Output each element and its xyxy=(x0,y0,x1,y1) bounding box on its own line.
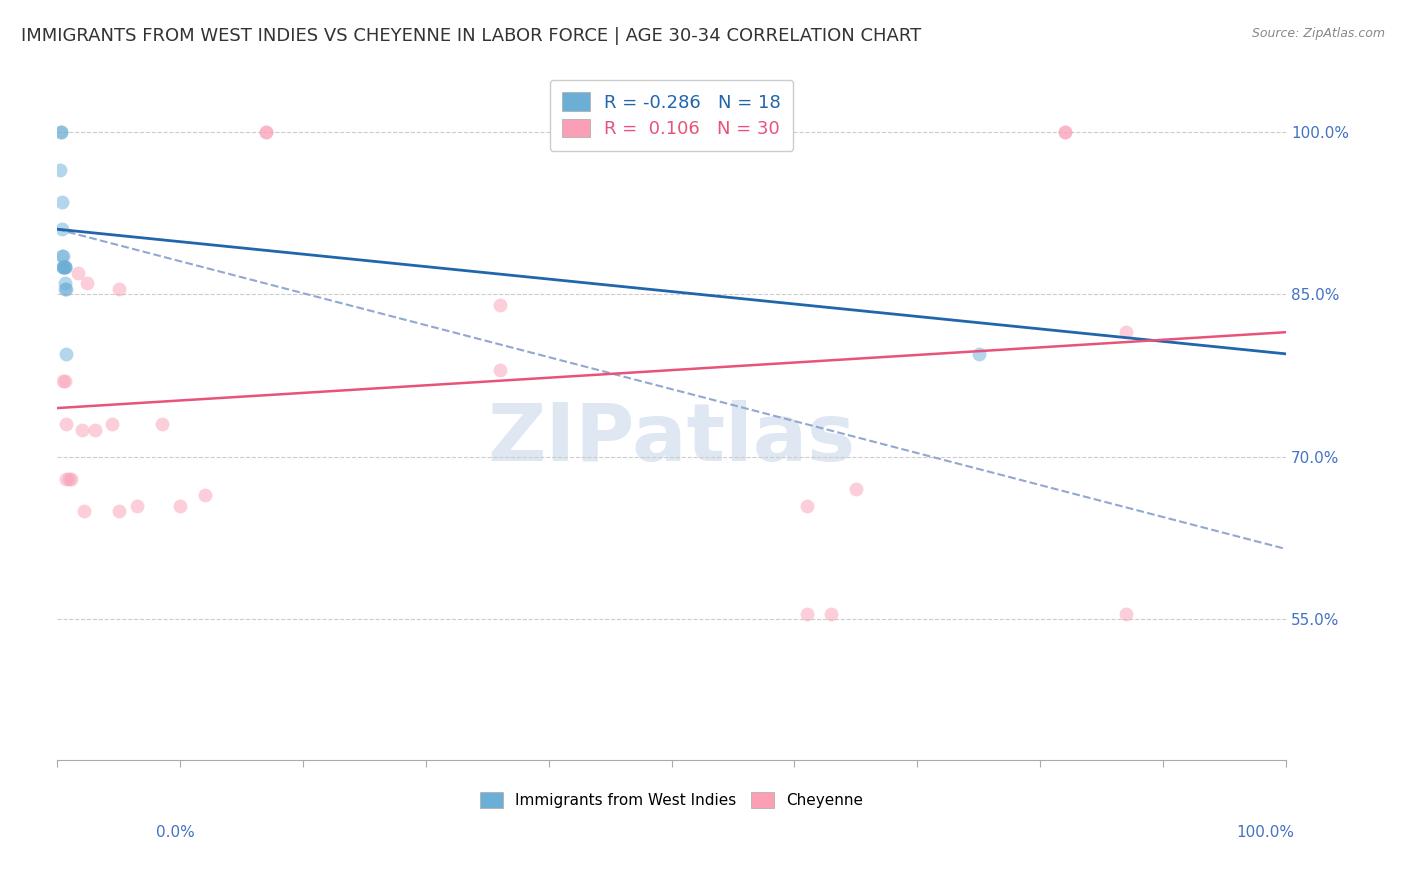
Point xyxy=(53,277,76,291)
Point xyxy=(150,417,173,432)
Point xyxy=(967,347,990,361)
Point xyxy=(53,260,76,274)
Point xyxy=(52,260,75,274)
Point xyxy=(1115,325,1137,339)
Point xyxy=(107,282,129,296)
Point xyxy=(1115,607,1137,621)
Point xyxy=(820,607,842,621)
Point xyxy=(107,504,129,518)
Point xyxy=(1053,125,1076,139)
Point xyxy=(796,607,818,621)
Point xyxy=(49,125,72,139)
Point xyxy=(53,374,76,388)
Point xyxy=(53,282,76,296)
Point xyxy=(101,417,124,432)
Point xyxy=(488,363,510,377)
Point xyxy=(51,249,73,263)
Point xyxy=(1053,125,1076,139)
Text: 100.0%: 100.0% xyxy=(1236,825,1295,840)
Point xyxy=(76,277,98,291)
Point xyxy=(254,125,277,139)
Point xyxy=(55,347,77,361)
Point xyxy=(51,195,73,210)
Text: ZIPatlas: ZIPatlas xyxy=(488,401,856,478)
Point xyxy=(48,162,70,177)
Text: 0.0%: 0.0% xyxy=(156,825,195,840)
Point xyxy=(70,423,93,437)
Point xyxy=(55,417,77,432)
Point xyxy=(52,374,75,388)
Text: Source: ZipAtlas.com: Source: ZipAtlas.com xyxy=(1251,27,1385,40)
Point xyxy=(55,282,77,296)
Point xyxy=(52,260,75,274)
Text: IMMIGRANTS FROM WEST INDIES VS CHEYENNE IN LABOR FORCE | AGE 30-34 CORRELATION C: IMMIGRANTS FROM WEST INDIES VS CHEYENNE … xyxy=(21,27,921,45)
Point xyxy=(55,471,77,485)
Point xyxy=(67,266,90,280)
Point xyxy=(84,423,107,437)
Point xyxy=(51,222,73,236)
Point xyxy=(73,504,96,518)
Point xyxy=(53,260,76,274)
Point xyxy=(52,260,75,274)
Point xyxy=(53,260,76,274)
Point xyxy=(796,499,818,513)
Point xyxy=(254,125,277,139)
Point xyxy=(49,125,72,139)
Point xyxy=(488,298,510,312)
Point xyxy=(845,483,868,497)
Point xyxy=(58,471,80,485)
Point xyxy=(169,499,191,513)
Point xyxy=(52,249,75,263)
Point xyxy=(194,488,217,502)
Point xyxy=(59,471,82,485)
Legend: Immigrants from West Indies, Cheyenne: Immigrants from West Indies, Cheyenne xyxy=(474,786,869,814)
Point xyxy=(125,499,148,513)
